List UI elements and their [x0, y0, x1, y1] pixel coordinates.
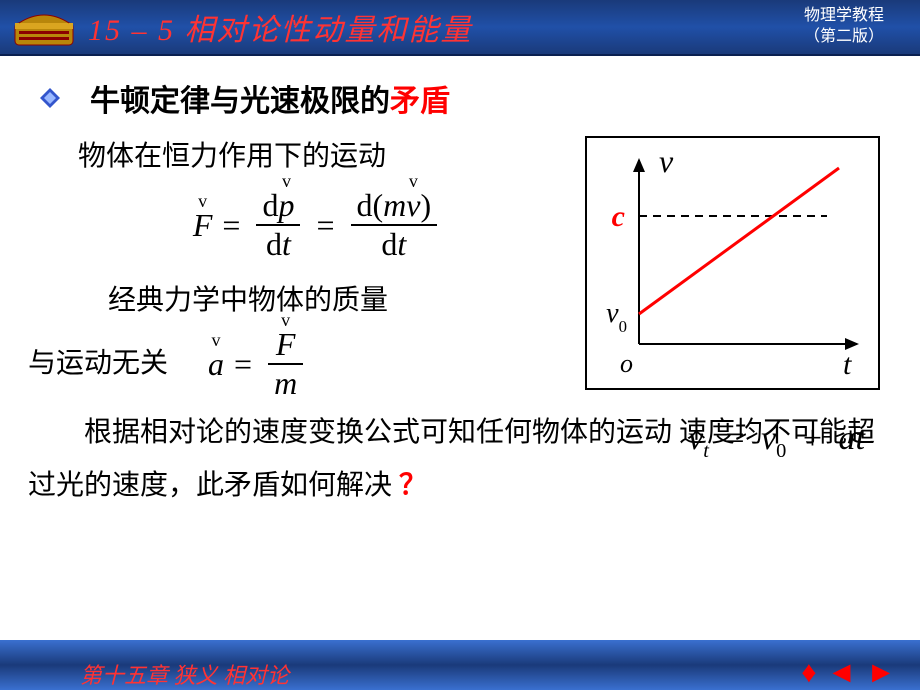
eq3-v: v: [688, 420, 703, 457]
eq-d2: d: [266, 226, 282, 262]
heading-red: 矛盾: [390, 85, 450, 118]
eq-equals-1: =: [222, 207, 240, 244]
eq-equals-2: =: [316, 207, 334, 244]
eq-m: m: [383, 187, 406, 223]
text-line-2b: 与运动无关: [28, 341, 168, 381]
heading-text: 牛顿定律与光速极限的矛盾: [90, 76, 450, 120]
equation-force: vF = dvp dt = d(mvv) dt: [68, 180, 568, 270]
para-question: ？: [399, 470, 427, 501]
eq-t1: t: [282, 226, 291, 262]
slide-header: 15 – 5 相对论性动量和能量 物理学教程 （第二版）: [0, 0, 920, 56]
nav-next-icon[interactable]: ►: [866, 656, 896, 690]
eq-d3: d: [357, 187, 373, 223]
svg-text:v: v: [659, 143, 674, 179]
svg-text:o: o: [620, 349, 633, 378]
eq-p: p: [278, 187, 294, 223]
text-line-1: 物体在恒力作用下的运动: [78, 134, 568, 174]
eq3-eq: =: [725, 420, 744, 457]
svg-text:c: c: [612, 200, 625, 233]
bullet-diamond-icon: [40, 88, 60, 108]
row-eq2: 与运动无关 va = vF m: [28, 324, 568, 404]
svg-text:t: t: [843, 348, 852, 381]
course-info: 物理学教程 （第二版）: [804, 6, 920, 48]
eq3-tsub: t: [703, 440, 709, 462]
heading-pre: 牛顿定律与光速极限的: [90, 85, 390, 118]
slide-title: 15 – 5 相对论性动量和能量: [88, 5, 804, 49]
left-column: 物体在恒力作用下的运动 vF = dvp dt = d(mvv) dt 经典力学…: [28, 134, 568, 404]
slide-content: 牛顿定律与光速极限的矛盾 物体在恒力作用下的运动 vF = dvp dt = d…: [0, 56, 920, 640]
slide-footer: 第十五章 狭义 相对论 ♦ ◄ ►: [0, 640, 920, 690]
eq-v: v: [406, 187, 420, 223]
eq3-v0v: v: [761, 420, 776, 457]
eq3-a: a: [839, 420, 856, 457]
eq-F: F: [193, 207, 213, 243]
eq2-m: m: [268, 365, 303, 402]
course-name: 物理学教程: [804, 6, 884, 27]
velocity-diagram: v t o c v0: [585, 136, 880, 390]
chapter-label: 第十五章 狭义 相对论: [80, 658, 289, 690]
heading-row: 牛顿定律与光速极限的矛盾: [40, 76, 892, 120]
eq-d1: d: [262, 187, 278, 223]
eq-d4: d: [381, 226, 397, 262]
eq3-plus: +: [803, 420, 822, 457]
eq3-v00: 0: [776, 440, 786, 462]
header-icon: [0, 0, 88, 55]
eq-t2: t: [397, 226, 406, 262]
eq2-a: a: [208, 346, 224, 382]
text-line-2a: 经典力学中物体的质量: [108, 278, 568, 318]
nav-home-icon[interactable]: ♦: [801, 656, 816, 690]
footer-nav: ♦ ◄ ►: [801, 656, 896, 690]
eq2-F: F: [276, 326, 296, 362]
equation-accel: va = vF m: [208, 324, 309, 404]
equation-vt: vt = v0 + at: [688, 420, 865, 463]
nav-prev-icon[interactable]: ◄: [827, 656, 857, 690]
eq3-t: t: [856, 420, 865, 457]
course-edition: （第二版）: [804, 27, 884, 48]
svg-text:v0: v0: [606, 298, 627, 336]
